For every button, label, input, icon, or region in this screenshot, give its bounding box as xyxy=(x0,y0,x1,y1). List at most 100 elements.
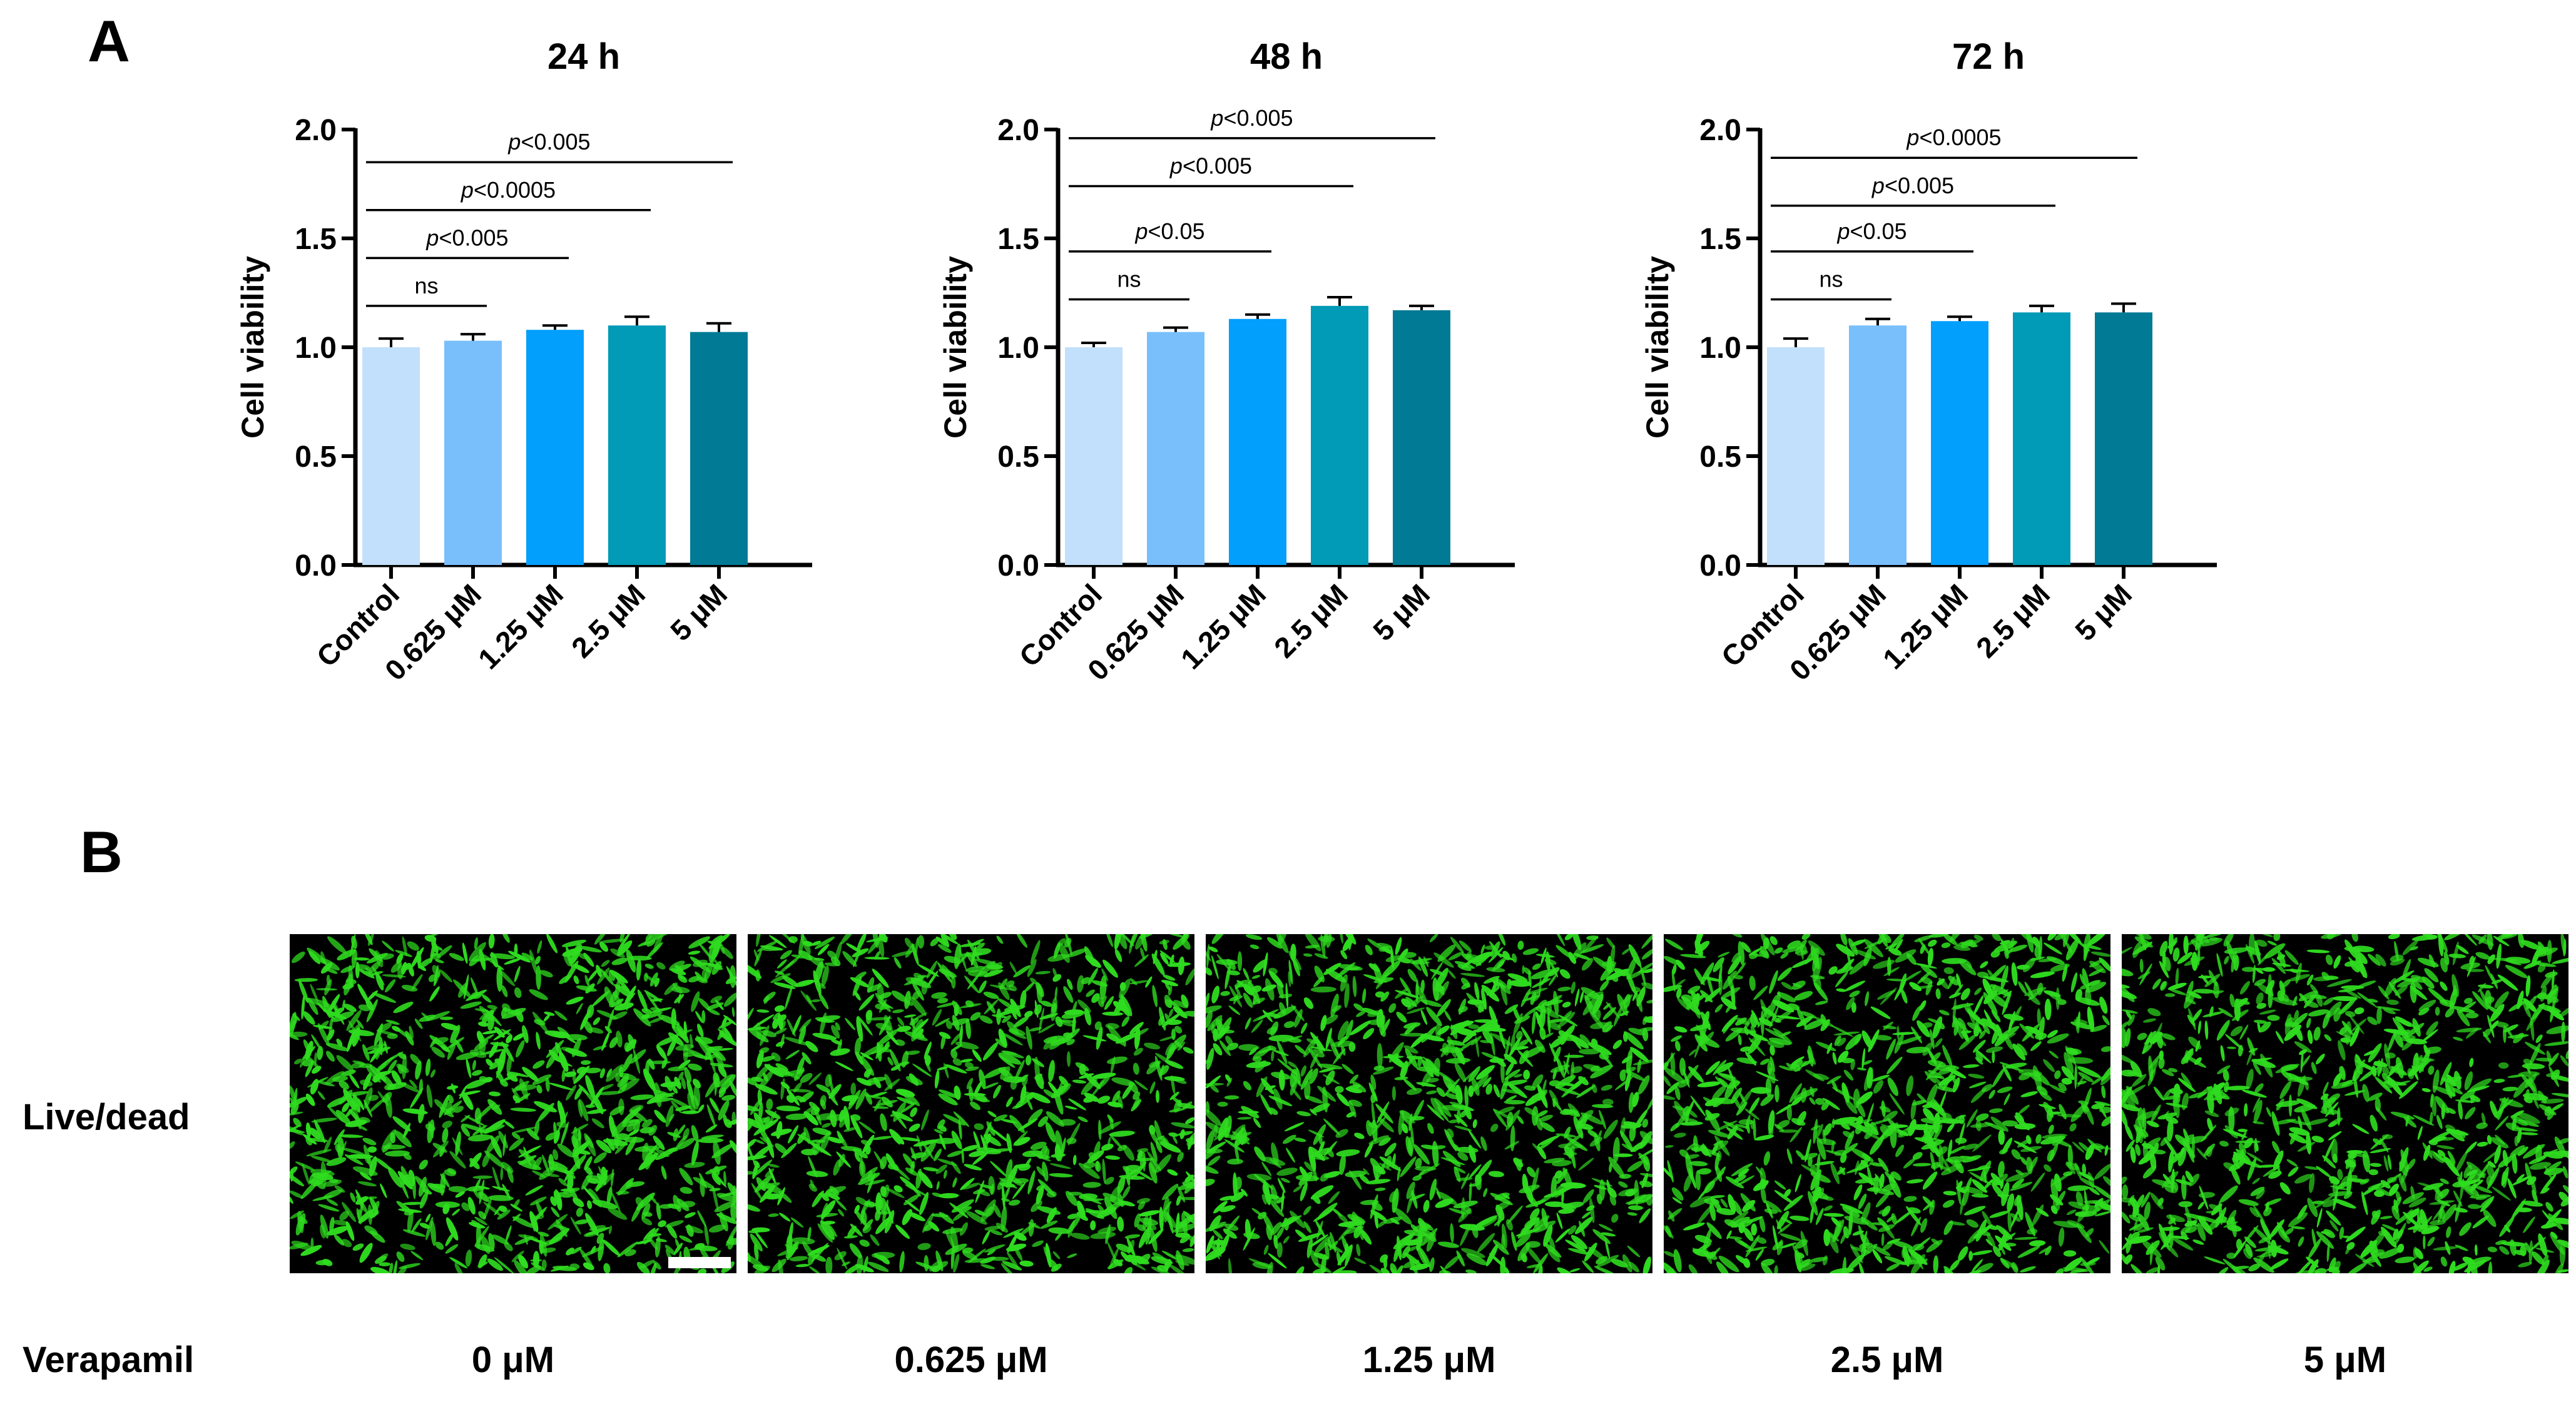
cell xyxy=(1674,1086,1681,1101)
cell xyxy=(512,1033,525,1041)
cell xyxy=(611,957,628,965)
significance-label: ns xyxy=(414,273,438,298)
cell xyxy=(502,1184,511,1199)
cell xyxy=(1123,1038,1126,1047)
cell xyxy=(434,965,439,986)
cell xyxy=(661,1166,667,1180)
cell xyxy=(1544,1201,1566,1208)
cell xyxy=(1587,1129,1598,1137)
cell xyxy=(445,1217,459,1241)
cell xyxy=(872,969,889,988)
cell xyxy=(2101,1116,2110,1127)
cell xyxy=(2193,989,2215,994)
cell xyxy=(1906,1075,1914,1096)
cell xyxy=(1679,1149,1689,1157)
cell xyxy=(352,1166,378,1176)
cell xyxy=(1544,1157,1565,1164)
cell xyxy=(1971,1193,1989,1198)
cell xyxy=(2075,1016,2080,1034)
cell xyxy=(1971,1259,1983,1273)
cell xyxy=(984,1226,1001,1231)
cell xyxy=(1934,1038,1943,1048)
cell xyxy=(588,1188,602,1208)
cell xyxy=(290,1141,295,1149)
cell xyxy=(388,1167,402,1188)
cell xyxy=(1438,1270,1452,1273)
cell xyxy=(1571,1235,1587,1249)
cell xyxy=(2003,1093,2010,1106)
cell xyxy=(1266,1224,1273,1241)
cell xyxy=(1443,1078,1460,1097)
cell xyxy=(1453,1166,1461,1183)
cell xyxy=(721,1095,736,1101)
cell xyxy=(959,947,967,970)
cell xyxy=(2062,964,2068,982)
cell xyxy=(2039,1104,2056,1109)
cell xyxy=(1741,942,1751,953)
cell xyxy=(415,1060,422,1080)
cell xyxy=(1685,1111,1690,1125)
cell xyxy=(1992,994,2008,1008)
cell xyxy=(1723,970,1737,990)
cell xyxy=(1311,1049,1325,1058)
cell xyxy=(1858,1262,1866,1273)
cell xyxy=(534,1120,540,1136)
cell xyxy=(1116,934,1128,950)
cell xyxy=(886,1030,899,1045)
cell xyxy=(1374,1211,1378,1229)
cell xyxy=(748,1007,754,1023)
cell xyxy=(1163,1201,1172,1212)
cell xyxy=(588,969,598,982)
cell xyxy=(1840,1122,1851,1130)
cell xyxy=(1562,1167,1573,1189)
cell xyxy=(1848,1210,1853,1236)
cell xyxy=(646,942,663,959)
cell xyxy=(1990,1116,2008,1132)
cell xyxy=(1035,1076,1044,1089)
cell xyxy=(2010,1213,2021,1222)
cell xyxy=(1472,1119,1477,1129)
cell xyxy=(317,1045,323,1061)
cell xyxy=(1067,1213,1079,1219)
cell xyxy=(1400,1156,1417,1178)
cell xyxy=(905,1050,920,1055)
cell xyxy=(966,952,979,968)
cell xyxy=(678,1059,691,1069)
cell xyxy=(1901,989,1908,1004)
cell xyxy=(1579,1034,1591,1046)
cell xyxy=(1624,1031,1644,1050)
cell xyxy=(1271,1050,1275,1062)
cell xyxy=(1920,1258,1928,1264)
cell xyxy=(1450,1020,1470,1035)
bar xyxy=(690,332,748,565)
cell xyxy=(1774,947,1783,954)
cell xyxy=(858,1161,866,1178)
cell xyxy=(484,1150,505,1169)
cell xyxy=(1530,969,1556,980)
cell xyxy=(776,959,787,969)
cell xyxy=(1131,1161,1147,1180)
cell xyxy=(1263,1213,1275,1234)
cell xyxy=(827,1193,840,1200)
cell xyxy=(608,1207,628,1220)
cell xyxy=(1575,1216,1593,1234)
cell xyxy=(1831,1080,1838,1092)
cell xyxy=(374,1256,387,1264)
cell xyxy=(704,959,714,982)
cell xyxy=(1390,1218,1400,1224)
cell xyxy=(1429,1178,1437,1201)
cell xyxy=(1331,1040,1354,1047)
cell xyxy=(331,1011,354,1022)
cell xyxy=(1412,1175,1422,1181)
cell xyxy=(726,965,736,988)
cell xyxy=(1784,1189,1791,1198)
cell xyxy=(1167,934,1188,938)
cell xyxy=(1948,992,1962,999)
cell xyxy=(1920,964,1938,979)
cell xyxy=(934,1129,944,1134)
cell xyxy=(464,1115,486,1127)
cell xyxy=(698,1104,705,1112)
cell xyxy=(1049,1173,1073,1178)
cell xyxy=(510,1107,537,1112)
cell xyxy=(1005,1159,1013,1182)
